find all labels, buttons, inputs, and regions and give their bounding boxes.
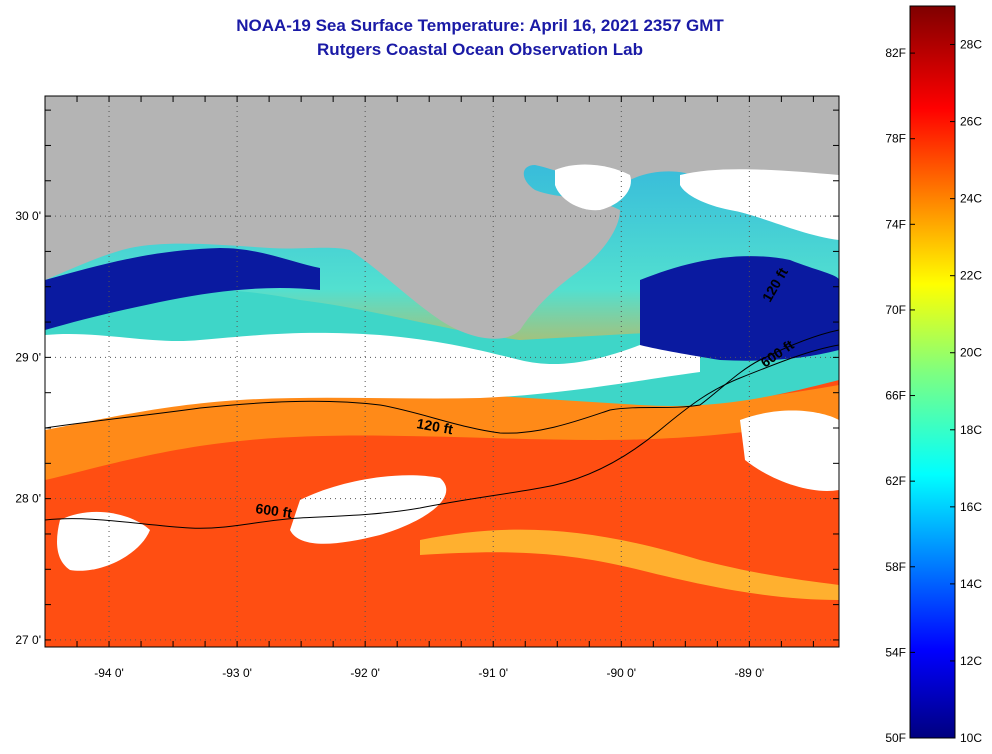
cold-coastal-water (45, 248, 320, 330)
lat-tick-label: 29 0' (15, 350, 41, 364)
lat-tick-label: 28 0' (15, 492, 41, 506)
longitude-axis: -94 0' -93 0' -92 0' -91 0' -90 0' -89 0' (44, 96, 814, 680)
contour-600ft (45, 344, 839, 529)
lon-tick-label: -92 0' (350, 666, 380, 680)
fahrenheit-label: 58F (885, 560, 906, 574)
contour-label-120-main: 120 ft (415, 415, 454, 437)
celsius-label: 24C (960, 192, 982, 206)
fahrenheit-label: 70F (885, 303, 906, 317)
fahrenheit-label: 82F (885, 46, 906, 60)
colorbar (909, 5, 956, 739)
lon-tick-label: -93 0' (222, 666, 252, 680)
yellow-band (420, 529, 839, 600)
colorbar-fahrenheit-labels: 82F 78F 74F 70F 66F 62F 58F 54F 50F (885, 46, 915, 745)
cloud-patch-east (740, 410, 839, 491)
celsius-label: 12C (960, 654, 982, 668)
colorbar-celsius-labels: 28C 26C 24C 22C 20C 18C 16C 14C 12C 10C (950, 38, 982, 745)
map-subtitle: Rutgers Coastal Ocean Observation Lab (317, 40, 643, 59)
lon-tick-label: -89 0' (735, 666, 765, 680)
cloud-cover (45, 332, 700, 430)
lon-tick-label: -91 0' (478, 666, 508, 680)
fahrenheit-label: 66F (885, 389, 906, 403)
latitude-axis: 30 0' 29 0' 28 0' 27 0' (15, 109, 839, 647)
white-lake-pontchartrain (555, 164, 631, 211)
lat-tick-label: 27 0' (15, 633, 41, 647)
celsius-label: 28C (960, 38, 982, 52)
land-mass (45, 96, 839, 339)
celsius-label: 20C (960, 346, 982, 360)
lat-tick-label: 30 0' (15, 209, 41, 223)
fahrenheit-label: 50F (885, 731, 906, 745)
cloud-patch-sw (57, 511, 150, 571)
celsius-label: 16C (960, 500, 982, 514)
celsius-label: 26C (960, 115, 982, 129)
contour-120ft (45, 329, 839, 434)
fahrenheit-label: 74F (885, 217, 906, 231)
graticule (45, 96, 839, 647)
white-inland-area (680, 169, 839, 240)
map-title: NOAA-19 Sea Surface Temperature: April 1… (236, 16, 724, 35)
cold-water-delta (640, 256, 839, 361)
fahrenheit-label: 62F (885, 474, 906, 488)
celsius-label: 18C (960, 423, 982, 437)
fahrenheit-label: 54F (885, 645, 906, 659)
celsius-label: 22C (960, 269, 982, 283)
celsius-label: 10C (960, 731, 982, 745)
fahrenheit-label: 78F (885, 132, 906, 146)
lon-tick-label: -94 0' (94, 666, 124, 680)
cloud-patch-mid (290, 475, 447, 544)
celsius-label: 14C (960, 577, 982, 591)
lon-tick-label: -90 0' (606, 666, 636, 680)
contour-label-600-main: 600 ft (255, 500, 294, 521)
